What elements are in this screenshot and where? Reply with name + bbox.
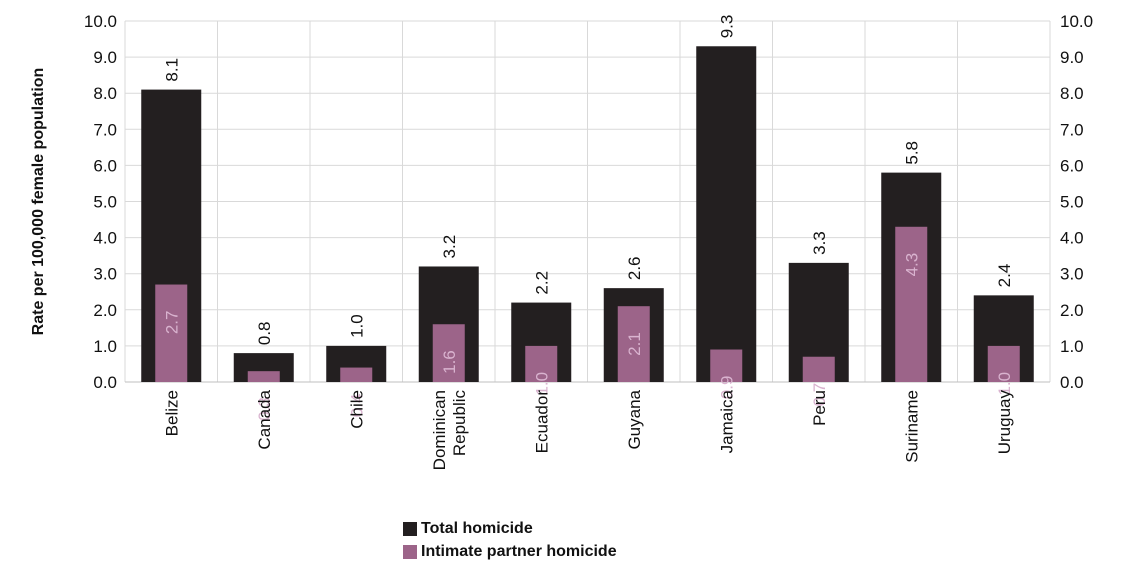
data-label-total: 8.1 xyxy=(162,58,181,82)
y-tick-label-right: 6.0 xyxy=(1060,156,1084,175)
y-tick-label-right: 9.0 xyxy=(1060,48,1084,67)
y-tick-label-left: 10.0 xyxy=(84,12,117,31)
x-tick-label: Ecuador xyxy=(532,390,551,454)
legend-label-intimate: Intimate partner homicide xyxy=(421,542,617,560)
data-label-intimate: 0.4 xyxy=(347,394,366,418)
y-tick-label-right: 0.0 xyxy=(1060,373,1084,392)
data-label-total: 2.6 xyxy=(625,256,644,280)
y-tick-label-right: 7.0 xyxy=(1060,120,1084,139)
data-label-intimate: 2.7 xyxy=(162,311,181,335)
legend-item-total: Total homicide xyxy=(403,517,617,540)
data-label-total: 0.8 xyxy=(255,321,274,345)
x-tick-label: Belize xyxy=(162,390,181,436)
x-tick-label: Canada xyxy=(255,389,274,449)
y-axis-title: Rate per 100,000 female population xyxy=(30,68,47,336)
y-tick-label-left: 8.0 xyxy=(93,84,117,103)
legend-swatch-intimate xyxy=(403,544,417,559)
bar-total-homicide xyxy=(696,46,757,383)
bar-intimate-partner-homicide xyxy=(155,284,188,382)
bar-intimate-partner-homicide xyxy=(617,306,650,382)
x-tick-label: Guyana xyxy=(625,389,644,449)
y-tick-label-left: 5.0 xyxy=(93,193,117,212)
data-label-total: 9.3 xyxy=(717,15,736,39)
data-label-total: 3.2 xyxy=(440,235,459,259)
x-tick-label: Jamaica xyxy=(717,389,736,453)
y-tick-label-right: 4.0 xyxy=(1060,229,1084,248)
x-tick-label: Suriname xyxy=(902,390,921,463)
data-label-intimate: 0.9 xyxy=(717,376,736,400)
bar-intimate-partner-homicide xyxy=(432,324,465,382)
data-label-intimate: 1.0 xyxy=(995,372,1014,396)
data-label-intimate: 2.1 xyxy=(625,332,644,356)
y-tick-label-right: 8.0 xyxy=(1060,84,1084,103)
bar-intimate-partner-homicide xyxy=(802,356,835,382)
y-tick-label-left: 6.0 xyxy=(93,156,117,175)
x-tick-label: Peru xyxy=(810,390,829,426)
y-tick-label-left: 9.0 xyxy=(93,48,117,67)
y-tick-label-right: 1.0 xyxy=(1060,337,1084,356)
x-tick-label: Dominican xyxy=(430,390,449,470)
data-label-intimate: 1.6 xyxy=(440,350,459,374)
y-tick-label-left: 3.0 xyxy=(93,265,117,284)
y-tick-label-left: 0.0 xyxy=(93,373,117,392)
x-tick-label: Uruguay xyxy=(995,390,1014,455)
x-tick-label: Chile xyxy=(347,390,366,429)
data-label-intimate: 0.7 xyxy=(810,383,829,407)
bar-chart: 0.0 0.0 1.0 1.0 2.0 2.0 3.0 3.0 4.0 4.0 5.0 5.0 6.0 6… xyxy=(30,12,1093,470)
y-tick-label-left: 1.0 xyxy=(93,337,117,356)
x-tick-label: Republic xyxy=(450,390,469,457)
data-label-total: 1.0 xyxy=(347,314,366,338)
bar-intimate-partner-homicide xyxy=(987,345,1020,382)
y-tick-label-left: 2.0 xyxy=(93,301,117,320)
y-tick-label-right: 10.0 xyxy=(1060,12,1093,31)
data-label-intimate: 4.3 xyxy=(902,253,921,277)
data-label-total: 3.3 xyxy=(810,231,829,255)
data-label-total: 2.2 xyxy=(532,271,551,295)
y-tick-label-left: 4.0 xyxy=(93,229,117,248)
y-tick-label-right: 2.0 xyxy=(1060,301,1084,320)
y-tick-label-left: 7.0 xyxy=(93,120,117,139)
bar-intimate-partner-homicide xyxy=(247,371,280,382)
legend-swatch-total xyxy=(403,521,417,536)
bar-intimate-partner-homicide xyxy=(895,226,928,382)
bar-intimate-partner-homicide xyxy=(525,345,558,382)
legend-item-intimate: Intimate partner homicide xyxy=(403,540,617,563)
data-label-total: 5.8 xyxy=(902,141,921,165)
y-tick-label-right: 5.0 xyxy=(1060,193,1084,212)
legend: Total homicide Intimate partner homicide xyxy=(403,517,617,563)
bar-intimate-partner-homicide xyxy=(340,367,373,382)
data-label-total: 2.4 xyxy=(995,264,1014,288)
data-label-intimate: 1.0 xyxy=(532,372,551,396)
bar-intimate-partner-homicide xyxy=(710,349,743,382)
legend-label-total: Total homicide xyxy=(421,519,533,537)
data-label-intimate: 0.3 xyxy=(255,397,274,421)
y-tick-label-right: 3.0 xyxy=(1060,265,1084,284)
